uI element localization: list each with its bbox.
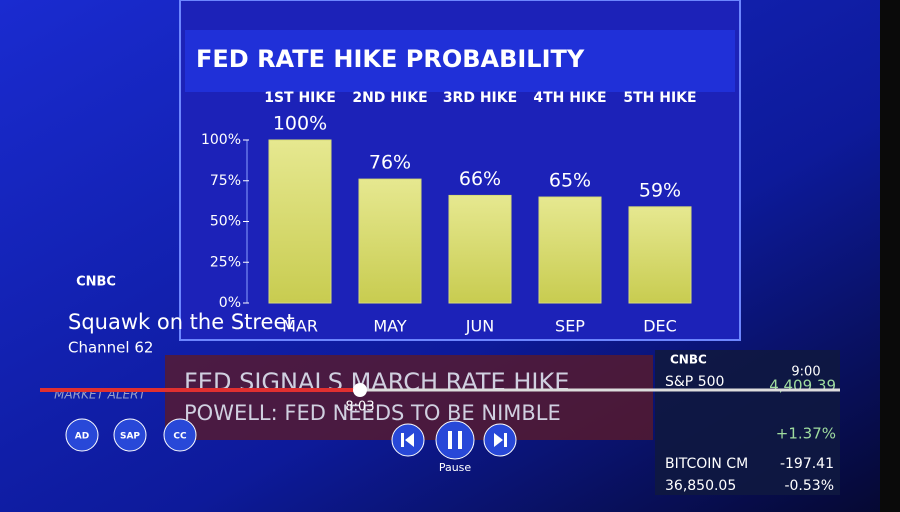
bar [268, 139, 332, 304]
hike-label: 1ST HIKE [264, 90, 336, 106]
button-label: CC [173, 432, 187, 442]
x-tick-label: DEC [643, 317, 677, 336]
value-label: 59% [639, 179, 681, 201]
button-label: AD [75, 432, 89, 442]
sap-button[interactable]: SAP [113, 418, 147, 452]
ad-button[interactable]: AD [65, 418, 99, 452]
x-tick-label: MAR [282, 317, 318, 336]
hike-label: 4TH HIKE [533, 90, 606, 106]
title-band [185, 30, 735, 92]
duration: 9:00 [791, 365, 820, 380]
market-brand: CNBC [670, 353, 707, 367]
pause-button[interactable] [435, 420, 475, 460]
previous-button[interactable] [391, 423, 425, 457]
y-tick-label: 0% [219, 295, 241, 311]
button-label: SAP [120, 432, 140, 442]
tv-bezel [880, 0, 900, 512]
hike-label: 2ND HIKE [352, 90, 427, 106]
y-tick-label: 25% [210, 254, 241, 270]
x-tick-label: JUN [465, 317, 494, 336]
network-logo: CNBC [76, 275, 116, 290]
hike-label: 3RD HIKE [443, 90, 517, 106]
pause-label: Pause [439, 461, 472, 474]
chart: 0% 25% 50% 75% 100% 1ST HIKE 100% MAR 2ND HIKE 76… [201, 90, 697, 336]
chart-title: FED RATE HIKE PROBABILITY [196, 45, 585, 73]
value-label: 100% [273, 113, 327, 135]
channel: Channel 62 [68, 339, 153, 357]
next-button[interactable] [483, 423, 517, 457]
value-label: 76% [369, 152, 411, 174]
btc-value: 36,850.05 [665, 478, 736, 494]
cc-button[interactable]: CC [163, 418, 197, 452]
y-tick-label: 50% [210, 214, 241, 230]
subline: POWELL: FED NEEDS TO BE NIMBLE [184, 401, 561, 425]
bar [358, 178, 422, 304]
sp-name: S&P 500 [665, 374, 724, 390]
x-tick-label: MAY [373, 317, 407, 336]
btc-pct: -0.53% [784, 478, 834, 494]
elapsed-time: 8:03 [345, 400, 374, 415]
market-panel [655, 350, 840, 495]
bar [448, 194, 512, 304]
value-label: 65% [549, 170, 591, 192]
value-label: 66% [459, 168, 501, 190]
y-tick-label: 100% [201, 132, 241, 148]
progress-knob[interactable] [353, 383, 367, 397]
bar [538, 196, 602, 304]
bar [628, 206, 692, 304]
sp-change: +1.37% [776, 425, 836, 443]
x-tick-label: SEP [555, 317, 585, 336]
hike-label: 5TH HIKE [623, 90, 696, 106]
btc-change: -197.41 [780, 456, 834, 472]
y-tick-label: 75% [210, 173, 241, 189]
btc-name: BITCOIN CM [665, 456, 748, 472]
show-title: Squawk on the Street [68, 310, 295, 334]
